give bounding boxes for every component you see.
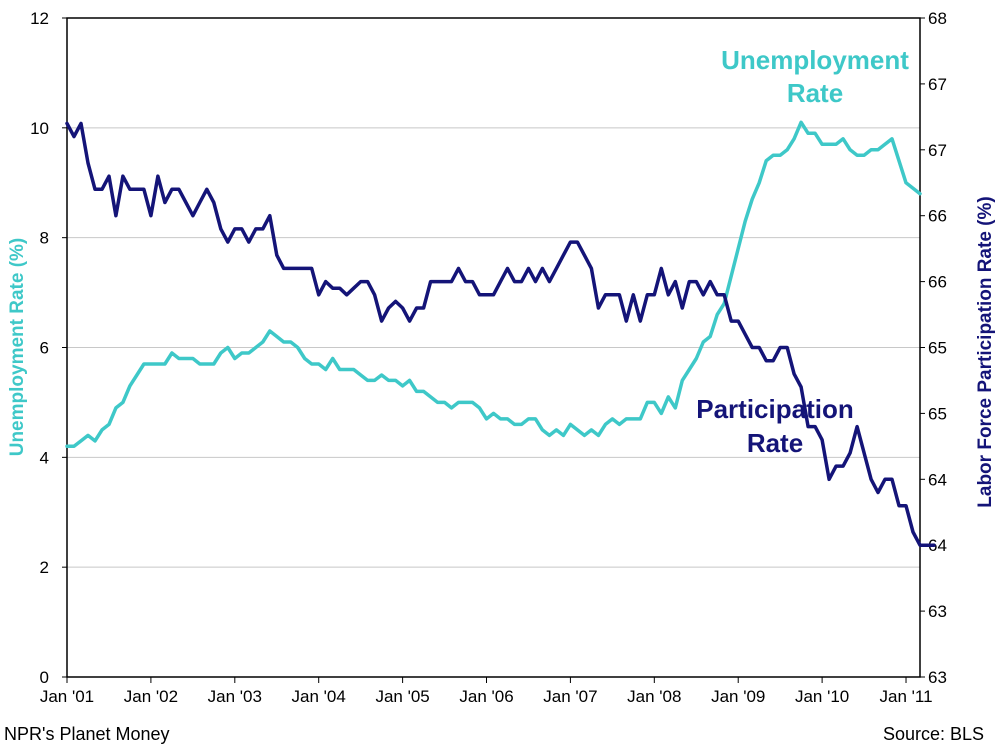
right-y-tick-label: 66 — [928, 273, 947, 292]
right-y-axis-title: Labor Force Participation Rate (%) — [975, 196, 996, 507]
left-y-axis-title: Unemployment Rate (%) — [7, 238, 28, 457]
right-y-tick-label: 65 — [928, 404, 947, 423]
x-tick-label: Jan '07 — [543, 687, 597, 706]
right-y-tick-label: 64 — [928, 470, 947, 489]
x-tick-label: Jan '11 — [880, 687, 933, 706]
x-tick-label: Jan '05 — [375, 687, 429, 706]
right-y-tick-label: 68 — [928, 9, 947, 28]
footer-source: Source: BLS — [882, 724, 984, 744]
right-y-axis: 63 63 64 64 65 65 66 66 67 67 68 — [920, 9, 947, 687]
unemployment-annotation-line2: Rate — [787, 78, 843, 108]
right-y-tick-label: 64 — [928, 536, 947, 555]
x-tick-label: Jan '03 — [208, 687, 262, 706]
right-y-tick-label: 65 — [928, 339, 947, 358]
left-y-tick-label: 6 — [40, 339, 49, 358]
participation-annotation-line2: Rate — [747, 428, 803, 458]
left-y-axis: 0 2 4 6 8 10 12 — [30, 9, 67, 687]
footer-credit: NPR's Planet Money — [4, 724, 170, 744]
x-tick-label: Jan '06 — [459, 687, 513, 706]
left-y-tick-label: 0 — [40, 668, 49, 687]
x-tick-label: Jan '08 — [627, 687, 681, 706]
x-tick-label: Jan '01 — [40, 687, 94, 706]
participation-annotation-line1: Participation — [696, 394, 853, 424]
unemployment-annotation-line1: Unemployment — [721, 45, 909, 75]
left-y-tick-label: 2 — [40, 558, 49, 577]
left-y-tick-label: 8 — [40, 229, 49, 248]
x-tick-label: Jan '09 — [711, 687, 765, 706]
left-y-tick-label: 4 — [40, 448, 49, 467]
x-tick-label: Jan '10 — [795, 687, 849, 706]
participation-rate-line — [65, 121, 936, 547]
right-y-tick-label: 67 — [928, 141, 947, 160]
x-tick-label: Jan '02 — [124, 687, 178, 706]
left-y-tick-label: 10 — [30, 119, 49, 138]
gridlines — [67, 127, 920, 568]
left-y-tick-label: 12 — [30, 9, 49, 28]
x-tick-label: Jan '04 — [292, 687, 346, 706]
x-axis: Jan '01 Jan '02 Jan '03 Jan '04 Jan '05 Jan '… — [40, 677, 933, 706]
right-y-tick-label: 67 — [928, 75, 947, 94]
right-y-tick-label: 63 — [928, 668, 947, 687]
right-y-tick-label: 63 — [928, 602, 947, 621]
unemployment-rate-line — [65, 120, 922, 449]
series-lines — [65, 120, 936, 547]
right-y-tick-label: 66 — [928, 207, 947, 226]
